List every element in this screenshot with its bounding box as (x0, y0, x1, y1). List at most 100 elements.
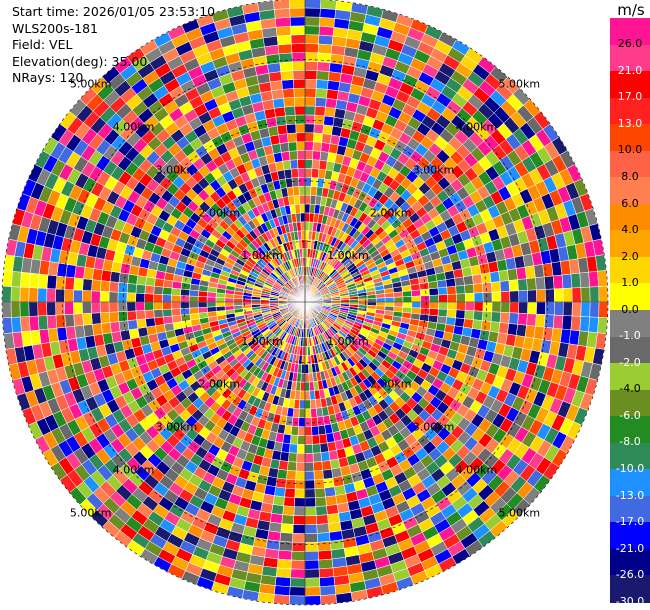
gate-cell (289, 434, 299, 445)
gate-cell (290, 425, 299, 436)
gate-cell (304, 105, 316, 116)
gate-cell (290, 168, 299, 179)
gate-cell (100, 322, 112, 335)
gate-cell (311, 159, 321, 170)
gate-cell (304, 381, 310, 392)
colorbar-tick-label: 13.0 (617, 116, 643, 130)
gate-cell (291, 416, 300, 427)
gate-cell (326, 504, 339, 515)
gate-cell (299, 399, 306, 410)
gate-cell (319, 585, 337, 596)
gate-cell (437, 286, 448, 296)
gate-cell (304, 168, 313, 178)
gate-cell (99, 301, 110, 313)
gate-cell (117, 291, 128, 303)
gate-cell (420, 295, 431, 303)
gate-cell (281, 79, 295, 90)
gate-cell (304, 461, 315, 472)
gate-cell (507, 268, 518, 281)
gate-cell (46, 301, 57, 316)
gate-cell (473, 301, 484, 312)
gate-cell (73, 301, 83, 315)
gate-cell (37, 315, 49, 331)
gate-cell (251, 301, 261, 306)
gate-cell (108, 281, 120, 293)
gate-cell (375, 297, 386, 303)
colorbar-tick-label: -1.0 (619, 329, 641, 343)
gate-cell (278, 460, 289, 471)
gate-cell (282, 505, 295, 516)
elevation-text: Elevation(deg): 35.00 (12, 53, 148, 69)
gate-cell (490, 281, 502, 293)
gate-cell (2, 270, 13, 287)
colorbar-tick-label: 10.0 (617, 143, 643, 157)
gate-cell (301, 239, 306, 249)
gate-cell (302, 257, 306, 267)
gate-cell (328, 449, 339, 461)
gate-cell (315, 79, 329, 90)
colorbar-tick-label: -6.0 (619, 408, 641, 422)
gate-cell (144, 301, 154, 311)
gate-cell (315, 88, 328, 99)
gate-cell (481, 282, 493, 293)
gate-cell (188, 301, 199, 309)
gate-cell (319, 16, 336, 28)
gate-cell (2, 317, 13, 334)
gate-cell (595, 254, 607, 272)
gate-cell (598, 301, 609, 319)
instrument-name-text: WLS200s-181 (12, 20, 98, 36)
range-label: 2.00km (370, 378, 412, 391)
gate-cell (286, 470, 297, 481)
gate-cell (325, 97, 338, 109)
gate-cell (285, 114, 296, 126)
gate-cell (436, 279, 448, 289)
range-label: 2.00km (199, 206, 241, 219)
gate-cell (153, 301, 163, 311)
gate-cell (297, 426, 306, 436)
gate-cell (126, 301, 137, 312)
gate-cell (274, 106, 286, 118)
gate-cell (437, 308, 448, 318)
gate-cell (304, 426, 313, 436)
gate-cell (323, 477, 335, 489)
gate-cell (318, 433, 328, 445)
gate-cell (499, 280, 510, 293)
gate-cell (287, 132, 297, 143)
gate-cell (314, 97, 327, 108)
gate-cell (257, 592, 275, 604)
gate-cell (309, 399, 317, 410)
gate-cell (293, 515, 306, 526)
gate-cell (318, 558, 334, 570)
gate-cell (291, 177, 300, 188)
gate-cell (304, 586, 321, 597)
gate-cell (489, 271, 501, 283)
gate-cell (297, 168, 306, 178)
gate-cell (526, 277, 537, 291)
gate-cell (91, 279, 102, 292)
gate-cell (308, 381, 315, 392)
gate-cell (319, 442, 329, 453)
gate-cell (318, 567, 335, 579)
gate-cell (429, 301, 439, 310)
colorbar-tick-label: 17.0 (617, 90, 643, 104)
gate-cell (287, 141, 298, 152)
gate-cell (314, 478, 325, 490)
gate-cell (19, 301, 30, 318)
gate-cell (304, 355, 309, 365)
gate-cell (419, 307, 430, 316)
gate-cell (304, 399, 311, 410)
gate-cell (276, 34, 292, 46)
gate-cell (335, 592, 353, 604)
gate-cell (197, 301, 208, 308)
gate-cell (314, 105, 326, 117)
gate-cell (491, 291, 502, 303)
colorbar-tick-label: 26.0 (617, 37, 643, 51)
gate-cell (189, 307, 199, 315)
range-label: 5.00km (499, 78, 541, 91)
gate-cell (411, 289, 421, 297)
gate-cell (273, 0, 290, 10)
gate-cell (314, 114, 325, 126)
gate-cell (136, 275, 147, 286)
gate-cell (280, 70, 294, 81)
gate-cell (323, 115, 335, 127)
